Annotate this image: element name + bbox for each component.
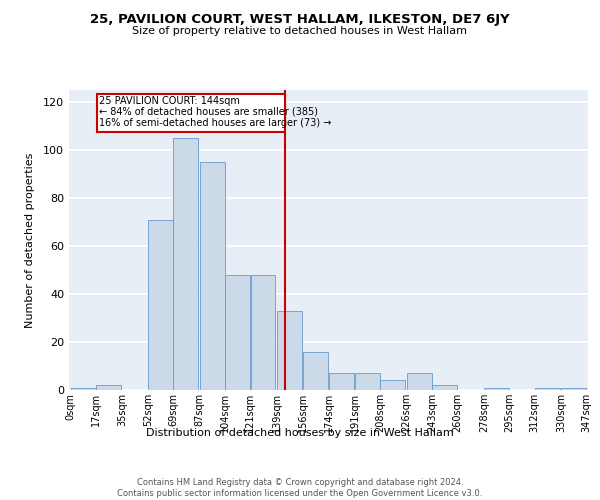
Text: Size of property relative to detached houses in West Hallam: Size of property relative to detached ho… (133, 26, 467, 36)
Bar (355, 373, 380, 390)
Bar (329, 373, 355, 390)
Bar (535, 388, 560, 390)
Y-axis label: Number of detached properties: Number of detached properties (25, 152, 35, 328)
Bar (380, 380, 405, 390)
Bar (302, 352, 328, 390)
Bar (200, 162, 225, 390)
Text: 25 PAVILION COURT: 144sqm: 25 PAVILION COURT: 144sqm (100, 96, 241, 106)
Text: Contains HM Land Registry data © Crown copyright and database right 2024.
Contai: Contains HM Land Registry data © Crown c… (118, 478, 482, 498)
Bar (432, 385, 457, 390)
Text: Distribution of detached houses by size in West Hallam: Distribution of detached houses by size … (146, 428, 454, 438)
Bar (71, 388, 95, 390)
Text: 16% of semi-detached houses are larger (73) →: 16% of semi-detached houses are larger (… (100, 118, 332, 128)
Text: ← 84% of detached houses are smaller (385): ← 84% of detached houses are smaller (38… (100, 107, 319, 117)
Bar (562, 388, 586, 390)
Text: 25, PAVILION COURT, WEST HALLAM, ILKESTON, DE7 6JY: 25, PAVILION COURT, WEST HALLAM, ILKESTO… (90, 12, 510, 26)
Bar (96, 385, 121, 390)
Bar (277, 311, 302, 390)
Bar (226, 275, 250, 390)
Bar (484, 388, 509, 390)
Bar (173, 138, 198, 390)
Bar (148, 220, 173, 390)
Bar (407, 373, 431, 390)
Bar (251, 275, 275, 390)
Bar (97, 94, 284, 132)
